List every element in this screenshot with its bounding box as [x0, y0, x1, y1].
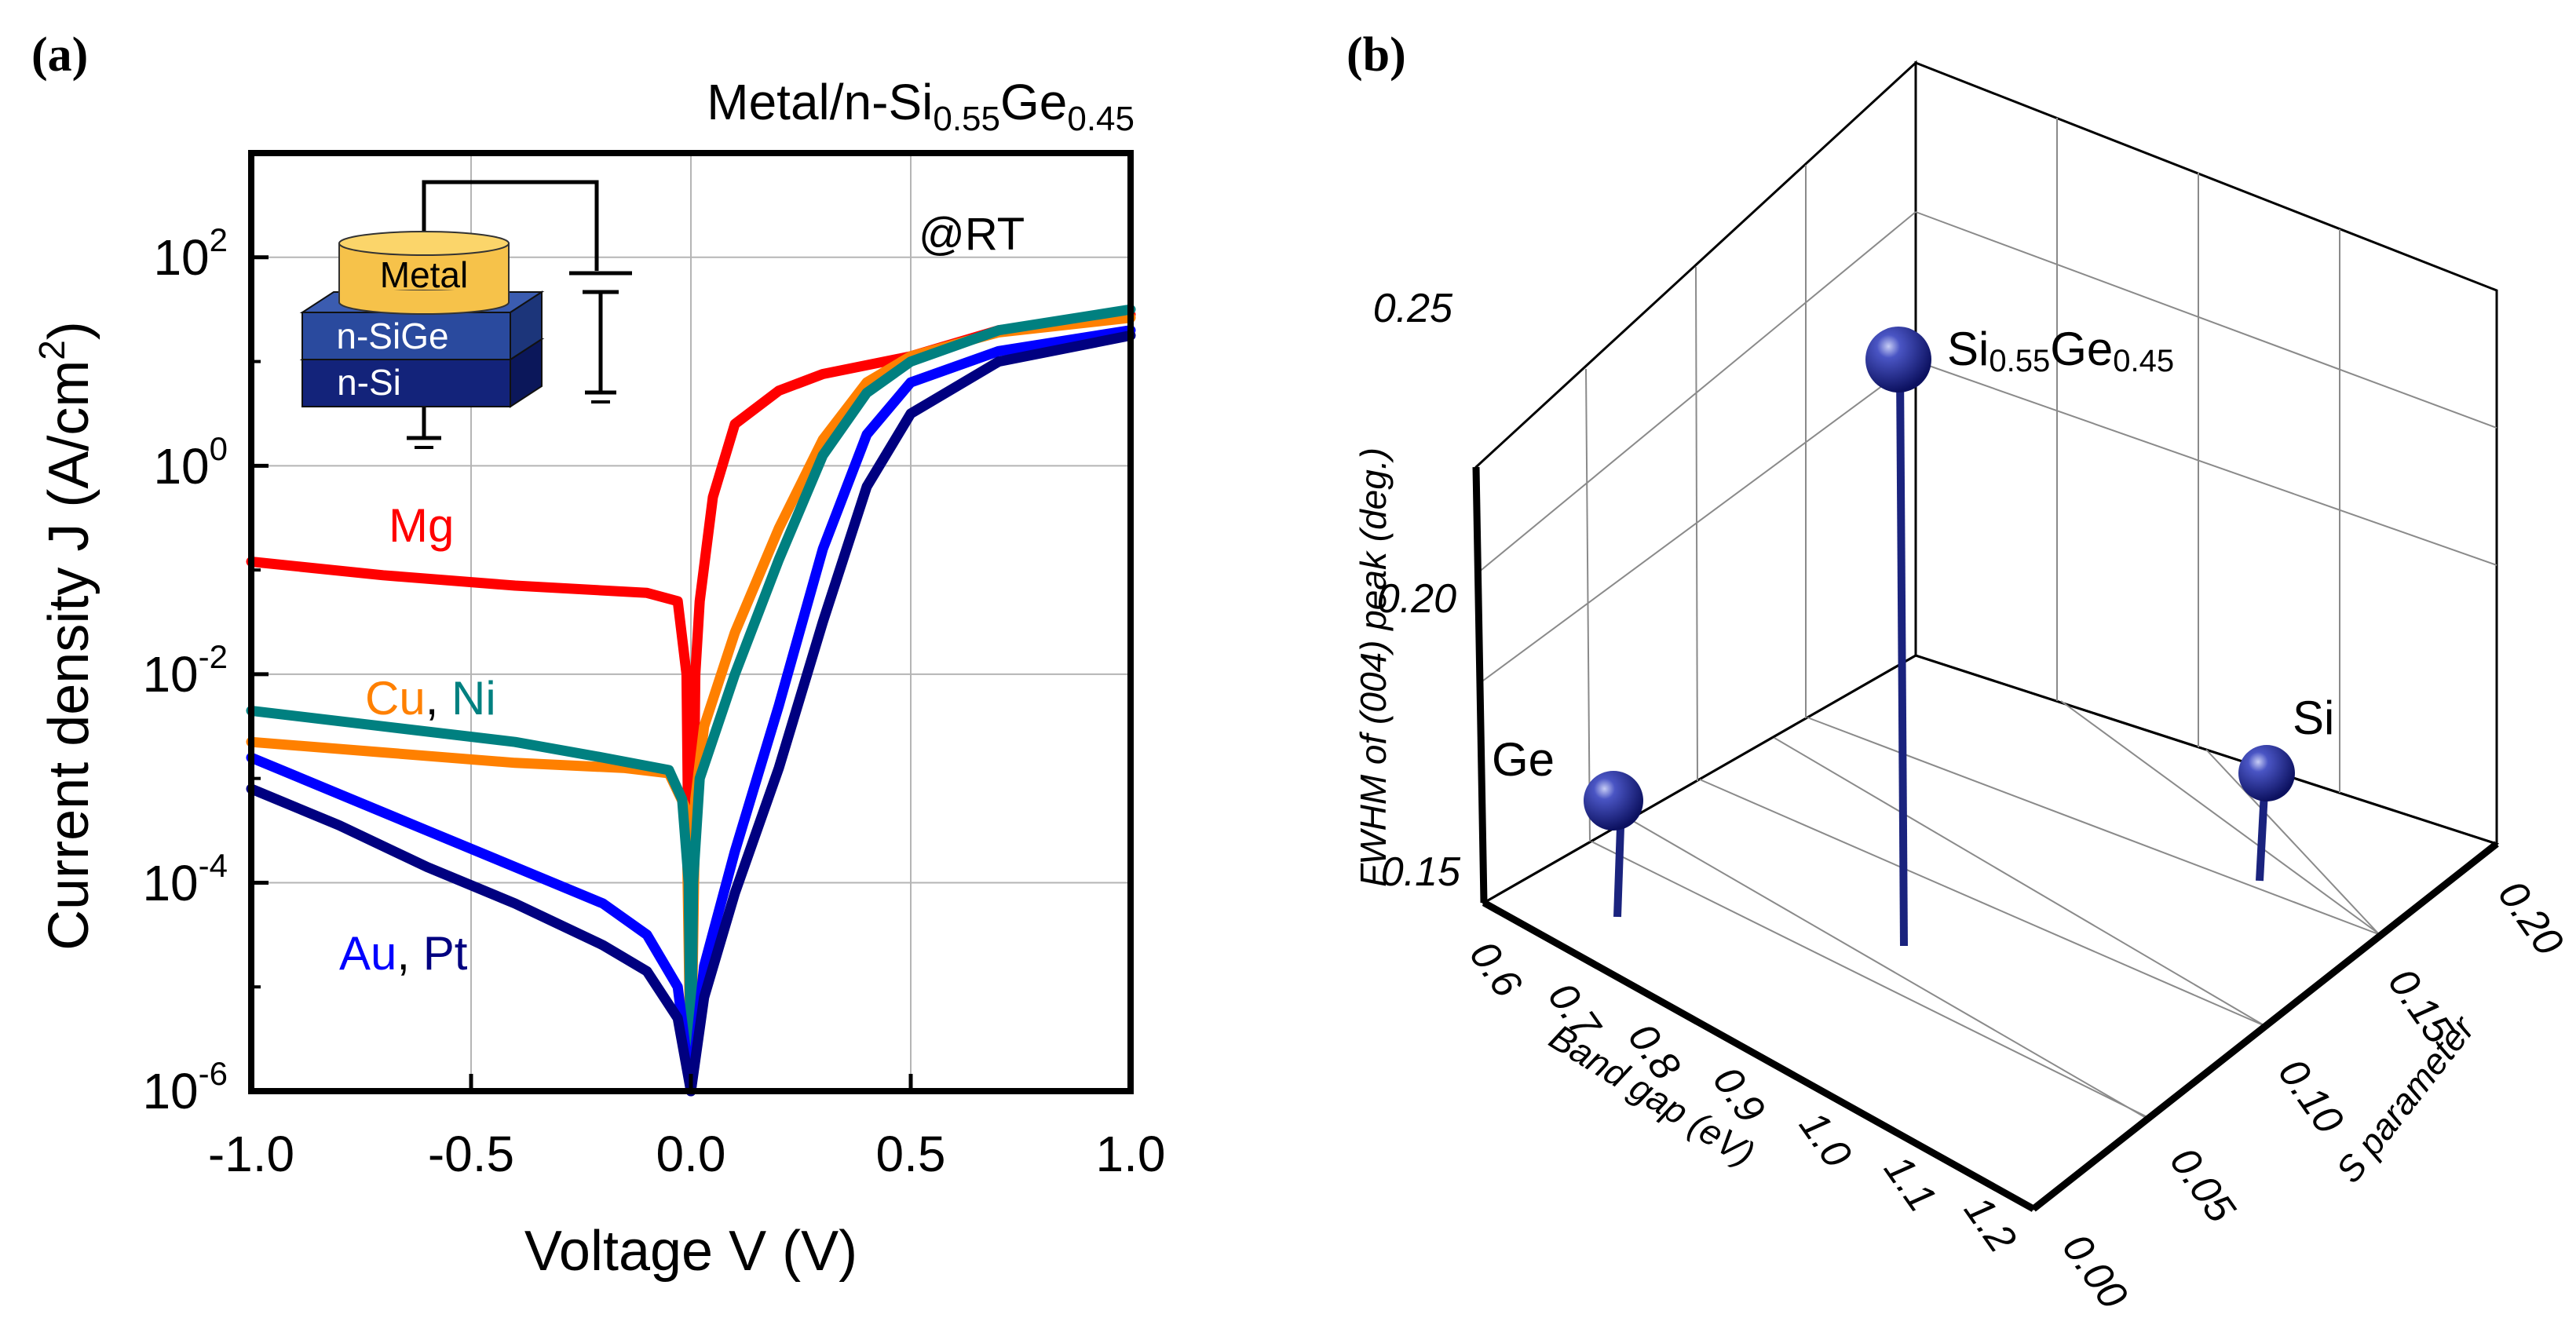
- stem-sige: [1896, 368, 1908, 947]
- floor: [1481, 654, 2500, 1210]
- y-tick-label: 10-2: [142, 638, 228, 703]
- s-parameter-axis: [2031, 841, 2499, 1212]
- y-tick-label: 102: [153, 221, 228, 286]
- x-tick-label: 0.5: [876, 1126, 946, 1182]
- chart-title: Metal/n-Si0.55Ge0.45: [707, 74, 1135, 138]
- gridline: [1628, 818, 2148, 1119]
- y-axis-title: Current density J (A/cm2): [31, 321, 100, 951]
- x-tick-label: 1.0: [1096, 1126, 1166, 1182]
- y-tick-label: 0.05: [2161, 1140, 2244, 1232]
- series-line-mg: [246, 309, 1136, 1097]
- panel-label-a: (a): [31, 28, 88, 82]
- x-tick-label: -1.0: [208, 1126, 294, 1182]
- series-line-ni: [246, 304, 1136, 1097]
- gridline: [2060, 700, 2381, 936]
- fwhm-3d-chart: (b) 0.15 0.20 0.25 FWH: [1346, 28, 2572, 1317]
- band-gap-axis: [1482, 900, 2036, 1212]
- x-tick-labels: -1.0 -0.5 0.0 0.5 1.0: [208, 1126, 1166, 1182]
- series-group: [246, 304, 1136, 1097]
- nsige-side-face: [510, 290, 543, 361]
- y-axis-title: S parameter: [2328, 1007, 2483, 1190]
- series-line-pt: [246, 330, 1136, 1097]
- point-ge: [1584, 771, 1643, 831]
- point-label-si: Si: [2293, 692, 2334, 744]
- legend-cu-ni: Cu, Ni: [365, 672, 496, 725]
- y-tick-label: 0.10: [2269, 1051, 2352, 1142]
- gridline: [1591, 841, 2150, 1119]
- data-points: Ge Si0.55Ge0.45 Si: [1492, 323, 2334, 947]
- y-tick-label: 0.20: [2489, 873, 2572, 964]
- y-tick-label: 0.00: [2053, 1226, 2136, 1314]
- panel-b: (b) 0.15 0.20 0.25 FWH: [1178, 0, 2576, 1317]
- point-label-sige: Si0.55Ge0.45: [1947, 323, 2174, 378]
- gridline: [1915, 211, 2497, 429]
- gridline: [1807, 717, 2381, 936]
- metal-contact-top: [338, 231, 510, 256]
- device-inset: Metal n-SiGe n-Si: [299, 180, 632, 449]
- x-tick-label: 0.0: [656, 1126, 726, 1182]
- fwhm-axis: [1472, 466, 1488, 904]
- z-axis-title: FWHM of (004) peak (deg.): [1353, 447, 1394, 887]
- inset-wire: [422, 180, 599, 271]
- rt-annotation: @RT: [919, 209, 1025, 260]
- z-tick-labels: 0.15 0.20 0.25: [1373, 286, 1461, 895]
- y-tick-labels-3d: 0.00 0.05 0.10 0.15 0.20: [2053, 873, 2572, 1317]
- gridline: [1774, 737, 2266, 1027]
- nsi-layer: [301, 359, 511, 407]
- legend-au-pt: Au, Pt: [339, 927, 468, 980]
- gridline: [1695, 266, 1698, 782]
- inset-metal-label: Metal: [380, 254, 468, 295]
- tick-marks: [249, 255, 1133, 1093]
- z-tick-label: 0.20: [1377, 576, 1456, 622]
- inset-si-label: n-Si: [337, 362, 401, 403]
- back-right-wall: [1914, 60, 2498, 846]
- iv-chart: (a) Metal/n-Si0.55Ge0.45 @RT -1.0 -0.5 0…: [31, 28, 1166, 1283]
- z-tick-label: 0.25: [1373, 286, 1453, 331]
- gridline: [1585, 368, 1591, 842]
- gridline: [1915, 360, 2497, 566]
- point-sige: [1865, 327, 1931, 392]
- gridline: [1479, 360, 1916, 684]
- metal-contact-fill: [340, 290, 508, 302]
- y-tick-label: 100: [153, 430, 228, 495]
- grid-3d: [1477, 118, 2497, 1119]
- y-tick-label: 10-4: [142, 847, 228, 911]
- point-si: [2238, 745, 2295, 801]
- panel-a: (a) Metal/n-Si0.55Ge0.45 @RT -1.0 -0.5 0…: [0, 0, 1178, 1314]
- x-tick-labels-3d: 0.6 0.7 0.8 0.9 1.0 1.1 1.2: [1460, 933, 2025, 1261]
- gridline: [1699, 779, 2266, 1027]
- legend-mg: Mg: [389, 499, 454, 552]
- point-label-ge: Ge: [1492, 733, 1555, 786]
- z-tick-label: 0.15: [1381, 849, 1461, 895]
- inset-sige-label: n-SiGe: [336, 316, 448, 356]
- x-tick-label: 1.0: [1790, 1104, 1860, 1177]
- y-tick-labels: 10-6 10-4 10-2 100 102: [142, 221, 228, 1119]
- x-axis-title: Voltage V (V): [524, 1220, 857, 1283]
- nsige-layer: [301, 312, 511, 360]
- gridline: [2205, 749, 2380, 935]
- x-tick-label: 1.1: [1875, 1148, 1945, 1220]
- y-tick-label: 10-6: [142, 1055, 228, 1119]
- x-tick-label: -0.5: [428, 1126, 514, 1182]
- x-tick-label: 0.6: [1460, 933, 1530, 1006]
- panel-label-b: (b): [1346, 28, 1406, 82]
